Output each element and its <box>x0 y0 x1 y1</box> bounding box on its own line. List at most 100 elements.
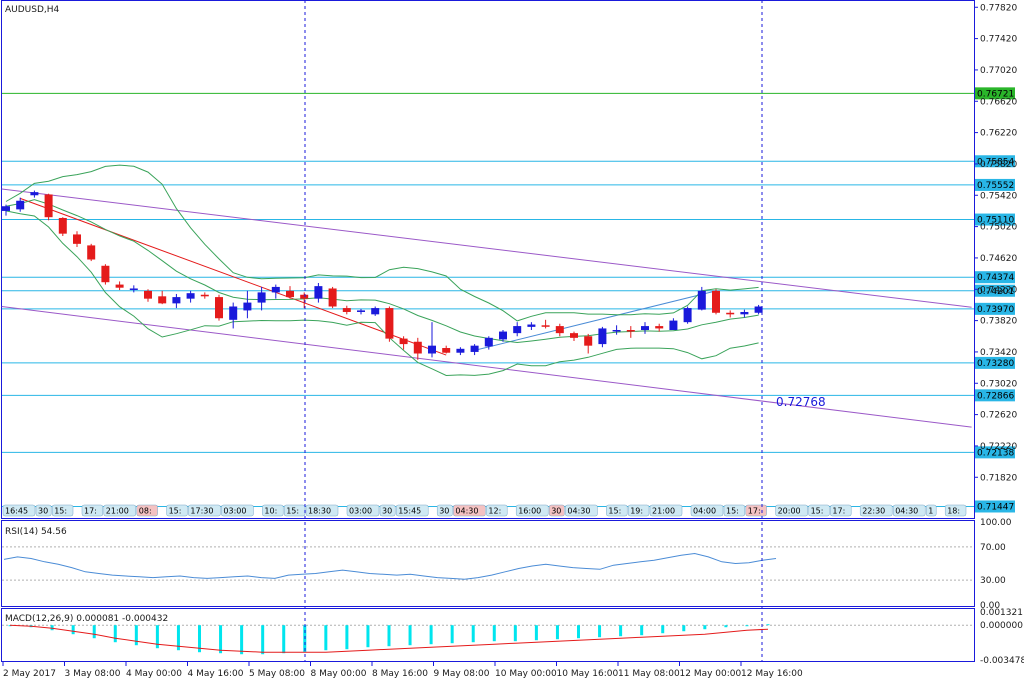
event-marker[interactable] <box>305 504 339 517</box>
event-marker[interactable] <box>51 504 74 517</box>
rsi-panel[interactable] <box>1 520 975 607</box>
event-marker[interactable] <box>775 504 808 517</box>
candle-body[interactable] <box>115 284 124 288</box>
candle-body[interactable] <box>442 348 451 353</box>
candle-body[interactable] <box>598 328 607 345</box>
downtrend-line[interactable] <box>20 197 447 356</box>
macd-histogram-bar[interactable] <box>198 625 201 653</box>
macd-histogram-bar[interactable] <box>240 625 244 655</box>
macd-histogram-bar[interactable] <box>766 624 770 626</box>
candle-body[interactable] <box>712 290 720 313</box>
candle-body[interactable] <box>541 325 550 327</box>
candle-body[interactable] <box>470 345 479 352</box>
candle-body[interactable] <box>484 337 493 347</box>
candle-body[interactable] <box>499 331 507 340</box>
macd-histogram-bar[interactable] <box>8 625 12 627</box>
event-marker[interactable] <box>606 504 628 517</box>
candle-body[interactable] <box>16 200 25 210</box>
macd-histogram-bar[interactable] <box>219 625 223 654</box>
macd-histogram-bar[interactable] <box>282 625 286 654</box>
uptrend-line[interactable] <box>474 290 717 351</box>
candle-body[interactable] <box>527 324 536 327</box>
candle-body[interactable] <box>271 286 280 293</box>
candle-body[interactable] <box>158 296 167 304</box>
candle-body[interactable] <box>570 333 578 338</box>
candle-body[interactable] <box>612 330 621 332</box>
candle-body[interactable] <box>30 192 39 196</box>
candle-body[interactable] <box>58 217 67 234</box>
candle-body[interactable] <box>683 308 692 323</box>
candle-body[interactable] <box>229 306 238 320</box>
candle-body[interactable] <box>172 297 181 304</box>
macd-histogram-bar[interactable] <box>261 625 265 655</box>
macd-histogram-bar[interactable] <box>577 625 580 639</box>
macd-histogram-bar[interactable] <box>429 625 433 645</box>
candle-body[interactable] <box>314 286 323 299</box>
macd-histogram-bar[interactable] <box>113 625 117 643</box>
macd-histogram-bar[interactable] <box>324 625 328 651</box>
macd-histogram-bar[interactable] <box>513 625 517 642</box>
candle-body[interactable] <box>456 348 465 353</box>
event-marker[interactable] <box>103 504 137 517</box>
candle-body[interactable] <box>300 294 309 299</box>
candle-body[interactable] <box>87 245 96 260</box>
event-marker[interactable] <box>35 504 52 517</box>
candle-body[interactable] <box>328 288 337 307</box>
candle-body[interactable] <box>740 311 749 315</box>
macd-histogram-bar[interactable] <box>471 625 475 643</box>
event-marker[interactable] <box>627 504 650 517</box>
event-marker[interactable] <box>2 504 36 517</box>
candle-body[interactable] <box>754 306 763 313</box>
event-marker[interactable] <box>892 504 926 517</box>
candle-body[interactable] <box>144 290 152 299</box>
event-marker[interactable] <box>136 504 158 517</box>
event-marker[interactable] <box>515 504 549 517</box>
candle-body[interactable] <box>200 294 209 297</box>
macd-panel[interactable] <box>1 608 975 662</box>
macd-histogram-bar[interactable] <box>71 625 75 635</box>
event-marker[interactable] <box>565 504 598 517</box>
macd-histogram-bar[interactable] <box>408 625 412 646</box>
candle-body[interactable] <box>286 290 294 298</box>
event-marker[interactable] <box>453 504 486 517</box>
event-marker[interactable] <box>81 504 104 517</box>
event-marker[interactable] <box>379 504 396 517</box>
event-marker[interactable] <box>548 504 565 517</box>
event-marker[interactable] <box>723 504 746 517</box>
candle-body[interactable] <box>697 290 706 310</box>
macd-histogram-bar[interactable] <box>745 625 749 627</box>
event-marker[interactable] <box>486 504 508 517</box>
candle-body[interactable] <box>669 320 678 330</box>
candle-body[interactable] <box>555 326 564 334</box>
rsi-line[interactable] <box>3 552 777 580</box>
event-marker[interactable] <box>808 504 830 517</box>
candle-body[interactable] <box>73 234 81 244</box>
candle-body[interactable] <box>257 292 266 303</box>
macd-histogram-bar[interactable] <box>534 625 538 641</box>
event-marker[interactable] <box>925 504 937 517</box>
candle-body[interactable] <box>726 312 735 315</box>
bb-upper[interactable] <box>5 164 759 322</box>
channel-upper-line[interactable] <box>1 188 972 308</box>
candle-body[interactable] <box>428 345 436 354</box>
candle-body[interactable] <box>371 308 380 315</box>
event-marker[interactable] <box>830 504 852 517</box>
macd-histogram-bar[interactable] <box>345 625 349 650</box>
candle-body[interactable] <box>215 297 223 319</box>
macd-histogram-bar[interactable] <box>640 625 644 636</box>
macd-histogram-bar[interactable] <box>92 625 96 639</box>
candle-body[interactable] <box>357 310 365 312</box>
macd-histogram-bar[interactable] <box>619 625 623 637</box>
candle-body[interactable] <box>385 308 394 339</box>
macd-histogram-bar[interactable] <box>366 625 370 648</box>
candle-body[interactable] <box>626 330 635 332</box>
macd-histogram-bar[interactable] <box>176 625 180 651</box>
candle-body[interactable] <box>101 265 110 283</box>
macd-histogram-bar[interactable] <box>134 625 138 646</box>
macd-histogram-bar[interactable] <box>492 625 496 642</box>
event-marker[interactable] <box>436 504 453 517</box>
macd-histogram-bar[interactable] <box>387 625 391 647</box>
candle-body[interactable] <box>44 194 53 218</box>
macd-signal-line[interactable] <box>9 624 769 653</box>
